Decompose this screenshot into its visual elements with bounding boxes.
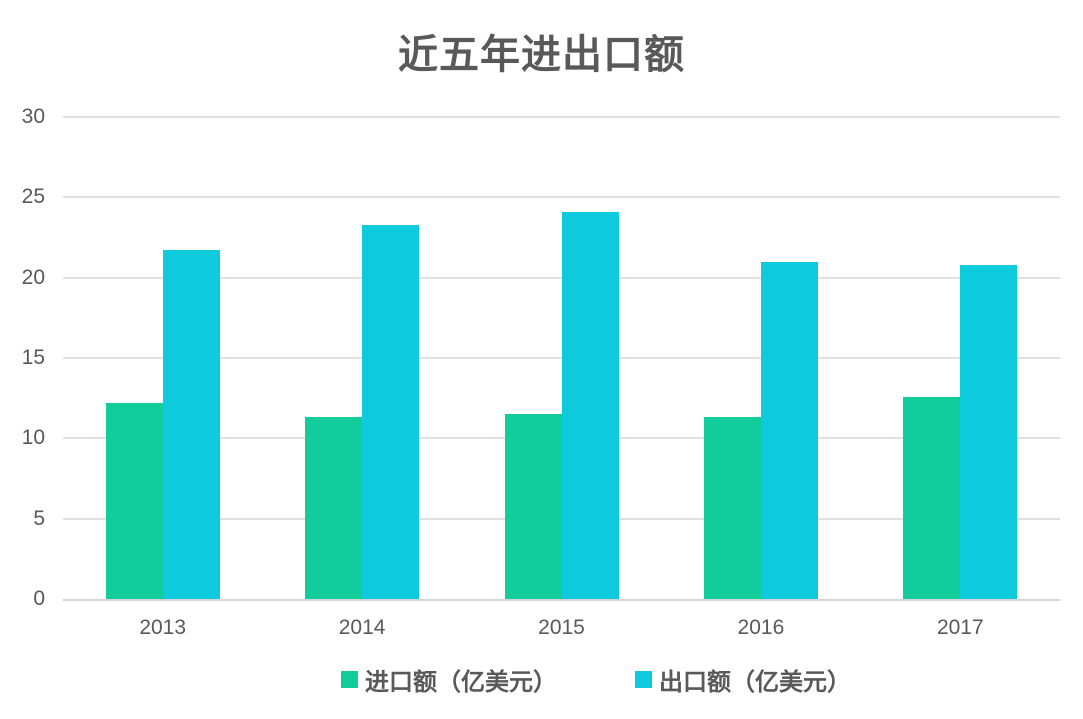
bar-import-2017 <box>903 396 961 599</box>
y-axis-label-10: 10 <box>21 426 45 450</box>
plot-area <box>63 116 1060 601</box>
y-axis-label-20: 20 <box>21 265 45 289</box>
x-axis-label-2013: 2013 <box>139 616 187 639</box>
y-axis-label-5: 5 <box>33 506 45 530</box>
bar-import-2014 <box>305 417 363 599</box>
y-axis-label-0: 0 <box>33 587 45 610</box>
x-axis-label-2017: 2017 <box>936 616 984 639</box>
x-axis-label-2016: 2016 <box>737 616 785 639</box>
y-axis-label-15: 15 <box>21 346 45 369</box>
x-axis-label-2014: 2014 <box>338 616 386 639</box>
bar-import-2015 <box>504 414 562 599</box>
legend-item-export: 出口额（亿美元） <box>635 662 851 697</box>
legend-label: 出口额（亿美元） <box>659 669 851 696</box>
legend-swatch-icon <box>341 671 358 688</box>
legend-item-import: 进口额（亿美元） <box>341 662 557 697</box>
bar-import-2016 <box>703 417 761 599</box>
chart-title: 近五年进出口额 <box>398 33 685 77</box>
x-axis-label-2015: 2015 <box>538 616 585 639</box>
bar-import-2013 <box>105 403 163 599</box>
bar-export-2014 <box>362 224 420 599</box>
bar-export-2017 <box>960 264 1018 599</box>
bar-export-2013 <box>162 250 220 599</box>
gridline-y-30 <box>63 116 1060 118</box>
bar-export-2016 <box>760 261 818 599</box>
chart-legend: 进口额（亿美元） 出口额（亿美元） <box>341 662 851 697</box>
y-axis-label-30: 30 <box>21 105 45 128</box>
legend-label: 进口额（亿美元） <box>365 669 557 696</box>
gridline-y-25 <box>63 196 1060 199</box>
bar-export-2015 <box>561 211 619 599</box>
legend-swatch-icon <box>635 671 652 688</box>
y-axis-label-25: 25 <box>21 185 45 209</box>
